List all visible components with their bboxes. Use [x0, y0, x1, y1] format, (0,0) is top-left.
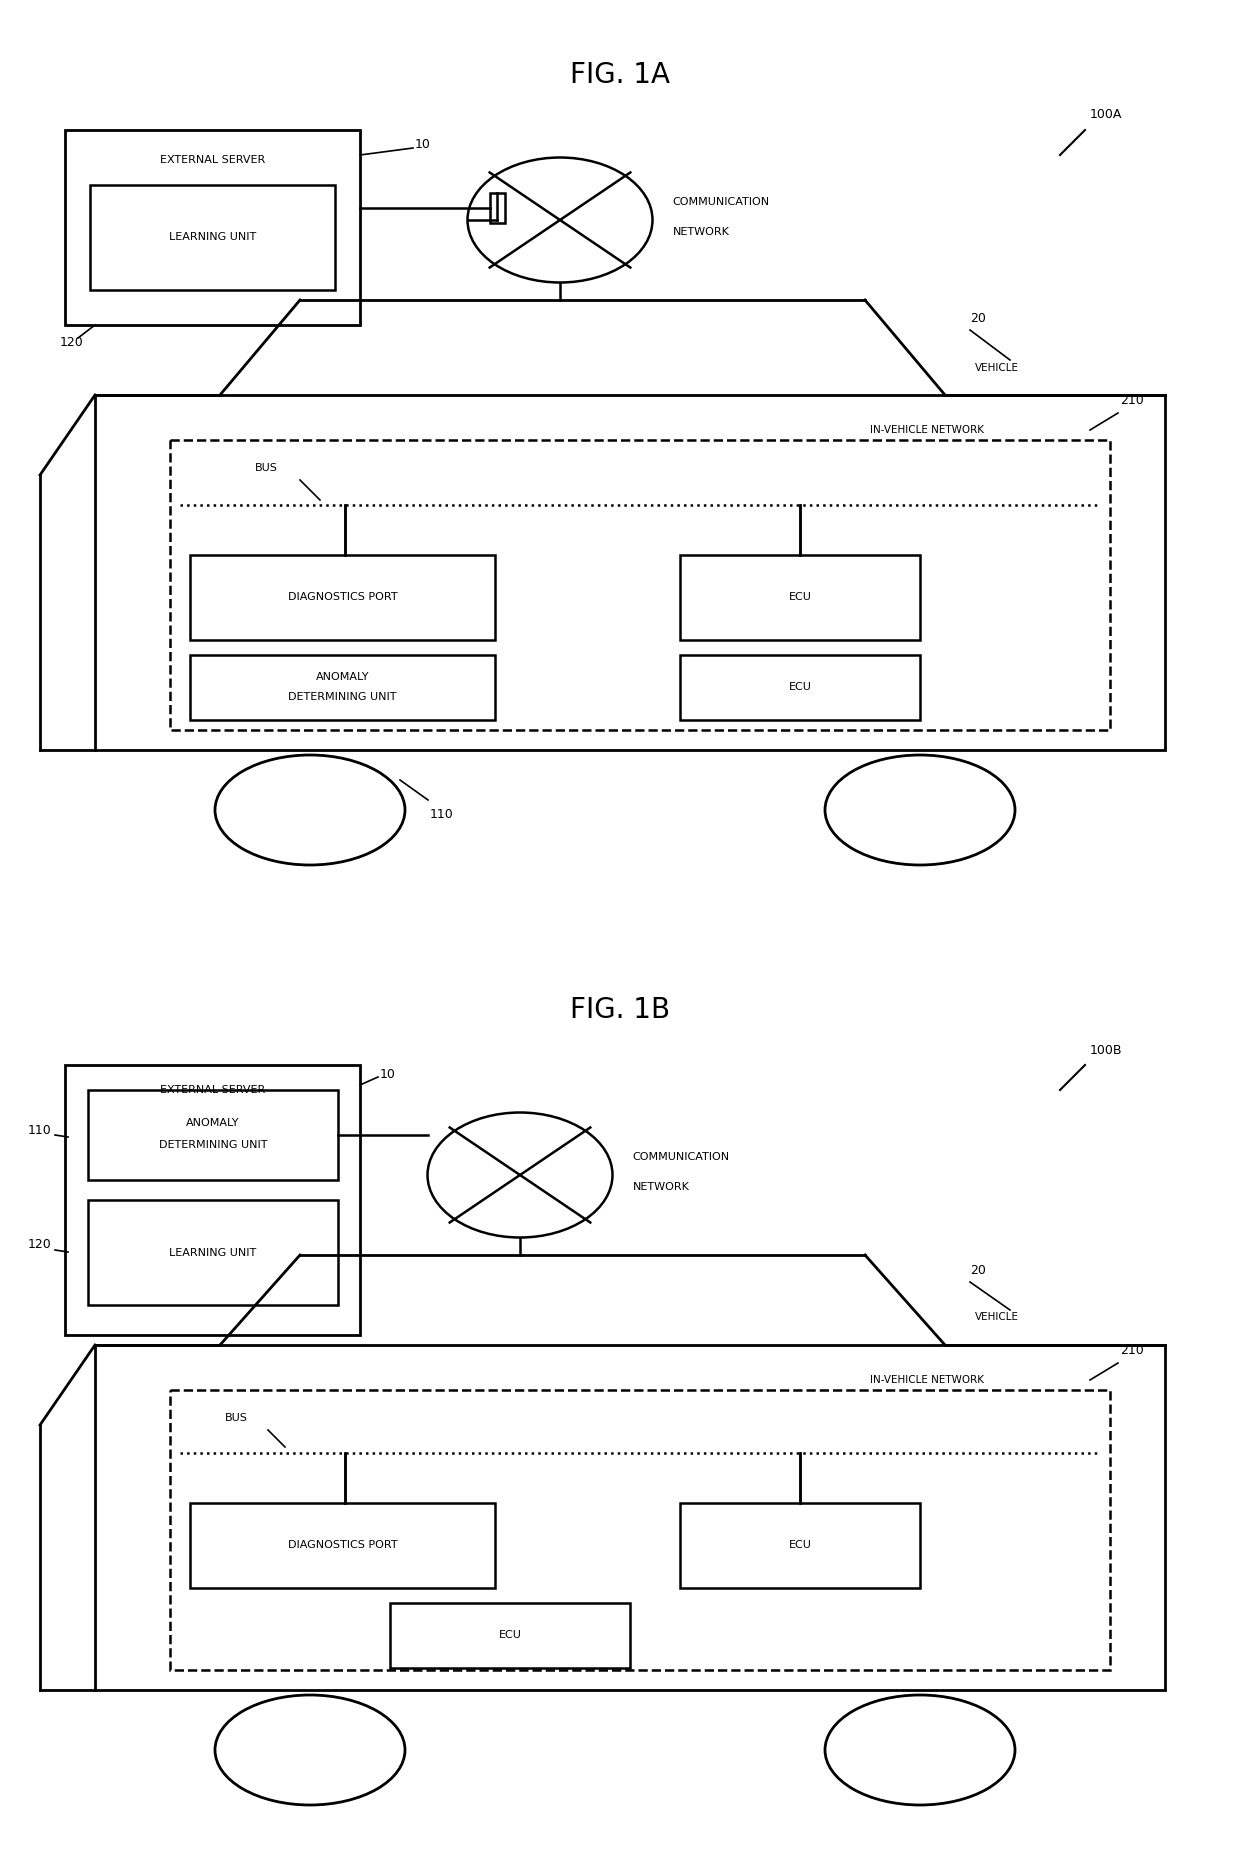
Ellipse shape — [428, 1113, 613, 1238]
Text: 110: 110 — [29, 1124, 52, 1137]
Bar — [680, 654, 920, 720]
Bar — [190, 654, 495, 720]
Text: IN-VEHICLE NETWORK: IN-VEHICLE NETWORK — [870, 1374, 985, 1386]
Bar — [190, 1503, 495, 1588]
Text: LEARNING UNIT: LEARNING UNIT — [170, 1247, 257, 1257]
Bar — [95, 395, 1166, 750]
Text: ANOMALY: ANOMALY — [316, 673, 370, 683]
Text: BUS: BUS — [224, 1414, 248, 1423]
Ellipse shape — [825, 1694, 1016, 1805]
Bar — [680, 1503, 920, 1588]
Text: LEARNING UNIT: LEARNING UNIT — [169, 232, 257, 243]
Text: ECU: ECU — [498, 1631, 522, 1640]
Bar — [490, 193, 505, 223]
Text: 110: 110 — [430, 808, 454, 821]
Text: 100B: 100B — [1090, 1043, 1122, 1057]
Text: VEHICLE: VEHICLE — [975, 363, 1019, 372]
Text: IN-VEHICLE NETWORK: IN-VEHICLE NETWORK — [870, 424, 985, 436]
Text: 10: 10 — [379, 1068, 396, 1081]
Text: NETWORK: NETWORK — [632, 1182, 689, 1191]
Text: DIAGNOSTICS PORT: DIAGNOSTICS PORT — [288, 593, 397, 602]
Ellipse shape — [825, 755, 1016, 866]
Text: 120: 120 — [60, 335, 84, 348]
Bar — [64, 1066, 360, 1335]
Bar — [680, 555, 920, 640]
Text: ECU: ECU — [789, 683, 811, 692]
Text: ECU: ECU — [789, 593, 811, 602]
Text: 120: 120 — [29, 1238, 52, 1251]
Bar — [190, 555, 495, 640]
Text: NETWORK: NETWORK — [672, 226, 729, 237]
Text: DIAGNOSTICS PORT: DIAGNOSTICS PORT — [288, 1541, 397, 1550]
Text: 20: 20 — [970, 312, 986, 325]
Bar — [95, 1345, 1166, 1690]
Ellipse shape — [215, 1694, 405, 1805]
Bar — [91, 185, 335, 290]
Text: 100A: 100A — [1090, 108, 1122, 122]
Text: FIG. 1A: FIG. 1A — [570, 62, 670, 90]
Text: FIG. 1B: FIG. 1B — [570, 997, 670, 1025]
Text: EXTERNAL SERVER: EXTERNAL SERVER — [160, 1085, 265, 1096]
Ellipse shape — [215, 755, 405, 866]
Text: EXTERNAL SERVER: EXTERNAL SERVER — [160, 155, 265, 165]
Text: ANOMALY: ANOMALY — [186, 1118, 239, 1128]
Text: 210: 210 — [1120, 393, 1143, 406]
Text: DETERMINING UNIT: DETERMINING UNIT — [159, 1141, 268, 1150]
Bar — [391, 1603, 630, 1668]
Bar — [88, 1090, 339, 1180]
Ellipse shape — [467, 157, 652, 282]
Text: VEHICLE: VEHICLE — [975, 1313, 1019, 1322]
Text: COMMUNICATION: COMMUNICATION — [672, 196, 770, 208]
Text: DETERMINING UNIT: DETERMINING UNIT — [288, 692, 397, 703]
Bar — [170, 1389, 1110, 1670]
Text: COMMUNICATION: COMMUNICATION — [632, 1152, 729, 1161]
Text: 20: 20 — [970, 1264, 986, 1277]
Bar — [88, 1201, 339, 1305]
Bar — [170, 439, 1110, 729]
Text: 210: 210 — [1120, 1343, 1143, 1356]
Text: ECU: ECU — [789, 1541, 811, 1550]
Text: 10: 10 — [415, 138, 430, 151]
Bar — [64, 131, 360, 325]
Text: BUS: BUS — [255, 464, 278, 473]
